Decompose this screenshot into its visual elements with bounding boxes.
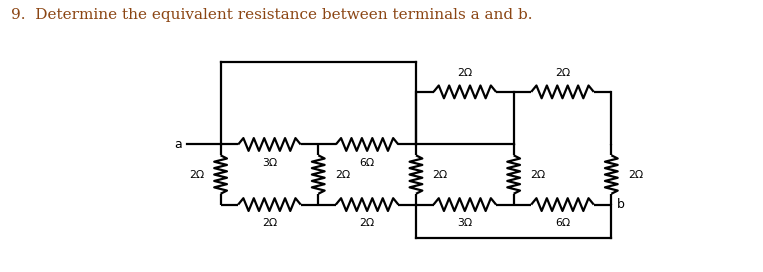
Text: 9.  Determine the equivalent resistance between terminals a and b.: 9. Determine the equivalent resistance b…	[11, 8, 533, 22]
Text: 2Ω: 2Ω	[335, 169, 350, 180]
Text: 2Ω: 2Ω	[189, 169, 204, 180]
Text: 2Ω: 2Ω	[359, 218, 375, 228]
Text: 2Ω: 2Ω	[457, 68, 472, 78]
Text: 2Ω: 2Ω	[555, 68, 570, 78]
Text: 3Ω: 3Ω	[262, 158, 277, 168]
Text: 6Ω: 6Ω	[555, 218, 570, 228]
Text: 3Ω: 3Ω	[457, 218, 472, 228]
Text: 6Ω: 6Ω	[359, 158, 375, 168]
Text: 2Ω: 2Ω	[530, 169, 546, 180]
Text: b: b	[617, 198, 625, 211]
Text: 2Ω: 2Ω	[433, 169, 448, 180]
Text: 2Ω: 2Ω	[628, 169, 643, 180]
Text: a: a	[175, 138, 182, 151]
Text: 2Ω: 2Ω	[262, 218, 277, 228]
